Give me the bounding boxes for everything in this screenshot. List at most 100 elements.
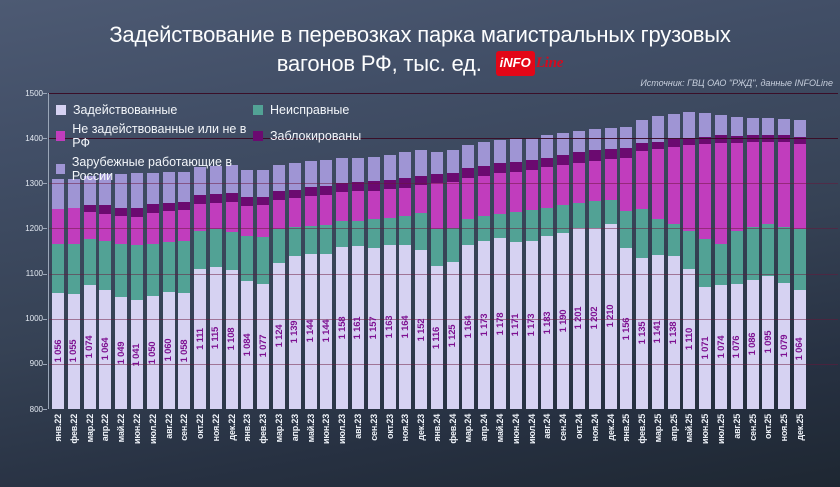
bar-segment-0 <box>241 280 254 409</box>
bar-segment-1 <box>336 221 349 248</box>
bar-segment-4 <box>525 137 538 160</box>
bar-segment-1 <box>399 216 412 245</box>
bar-value-label: 1 071 <box>699 336 711 360</box>
bar-segment-0 <box>667 256 680 409</box>
x-tick-label: июн.22 <box>131 414 142 444</box>
bar-value-label: 1 076 <box>731 335 743 359</box>
legend-swatch <box>253 131 263 141</box>
legend-item: Заблокированы <box>253 122 361 150</box>
bar-segment-2 <box>683 144 696 232</box>
y-tick-label: 1200 <box>25 223 43 233</box>
x-tick-label: дек.22 <box>226 414 237 441</box>
bar-value-label: 1 161 <box>352 316 364 339</box>
bar-segment-3 <box>446 173 459 183</box>
gridline <box>47 228 838 230</box>
bar-segment-4 <box>683 112 696 138</box>
bar-segment-4 <box>320 159 333 187</box>
bar-value-label: 1 077 <box>257 335 269 358</box>
bar-segment-1 <box>793 229 806 290</box>
x-tick-label: июл.24 <box>526 414 537 445</box>
bar-segment-0 <box>746 279 759 409</box>
bar-segment-3 <box>478 165 491 176</box>
bar-segment-1 <box>651 219 664 256</box>
bar-segment-1 <box>494 213 507 239</box>
bar-segment-1 <box>194 231 207 269</box>
legend-item: Зарубежные работающие в России <box>56 155 253 183</box>
y-tick-mark <box>43 273 47 275</box>
bar-segment-2 <box>194 204 207 232</box>
legend-swatch <box>56 164 65 174</box>
bar-segment-0 <box>699 286 712 409</box>
bar-segment-0 <box>67 293 80 409</box>
bar-segment-2 <box>699 144 712 240</box>
bar-value-label: 1 158 <box>336 316 348 340</box>
bar-segment-4 <box>636 120 649 143</box>
bar-segment-2 <box>241 206 254 237</box>
legend-label: Неисправные <box>270 103 350 117</box>
bar-segment-3 <box>604 148 617 160</box>
bar-segment-3 <box>509 161 522 172</box>
bar-segment-3 <box>399 178 412 188</box>
bar-segment-2 <box>162 211 175 243</box>
x-tick-label: июн.25 <box>700 414 711 444</box>
gridline <box>47 363 838 365</box>
bar-segment-3 <box>572 152 585 163</box>
bar-segment-0 <box>778 283 791 409</box>
bar-segment-0 <box>525 240 538 409</box>
bar-segment-3 <box>178 202 191 211</box>
bar-segment-1 <box>288 227 301 256</box>
bar-segment-2 <box>130 217 143 246</box>
y-tick-label: 900 <box>29 359 43 369</box>
bar-segment-4 <box>399 152 412 179</box>
x-tick-label: янв.24 <box>431 414 442 442</box>
bar-value-label: 1 086 <box>747 333 759 356</box>
bar-segment-0 <box>194 268 207 409</box>
x-tick-label: июл.23 <box>337 414 348 445</box>
bar-segment-4 <box>99 173 112 206</box>
bar-segment-2 <box>446 182 459 228</box>
bar-value-label: 1 056 <box>52 339 64 363</box>
bar-segment-0 <box>651 255 664 409</box>
bar-segment-1 <box>99 241 112 290</box>
bar-segment-4 <box>730 116 743 136</box>
bar-segment-3 <box>620 147 633 158</box>
chart-title: Задействование в перевозках парка магист… <box>0 20 840 78</box>
bar-segment-0 <box>336 247 349 409</box>
bar-segment-3 <box>209 194 222 203</box>
bar-segment-1 <box>683 231 696 270</box>
bar-segment-4 <box>162 172 175 203</box>
bar-segment-4 <box>225 164 238 194</box>
bar-segment-0 <box>162 291 175 409</box>
bar-segment-0 <box>115 296 128 409</box>
bar-value-label: 1 156 <box>620 317 632 341</box>
bar-segment-4 <box>115 173 128 208</box>
bar-segment-4 <box>130 172 143 209</box>
bar-segment-1 <box>746 227 759 280</box>
title-line-1: Задействование в перевозках парка магист… <box>109 22 731 47</box>
bar-segment-0 <box>730 284 743 409</box>
bar-segment-2 <box>494 172 507 214</box>
bar-value-label: 1 058 <box>178 339 190 363</box>
bar-segment-3 <box>351 182 364 192</box>
bar-segment-3 <box>304 187 317 196</box>
infoline-logo-box: iNFO <box>495 51 535 76</box>
legend-label: Не задействованные или не в РФ <box>72 122 247 150</box>
bar-segment-4 <box>478 142 491 166</box>
bar-segment-2 <box>99 213 112 242</box>
bar-segment-4 <box>336 158 349 183</box>
bar-segment-4 <box>304 160 317 188</box>
bar-segment-1 <box>699 239 712 287</box>
bar-segment-0 <box>572 227 585 409</box>
bar-segment-2 <box>83 212 96 240</box>
bar-segment-2 <box>273 199 286 230</box>
bar-value-label: 1 055 <box>68 340 80 363</box>
bar-segment-2 <box>288 198 301 228</box>
y-tick-label: 1100 <box>25 269 43 279</box>
bar-segment-3 <box>162 202 175 212</box>
bar-segment-2 <box>257 204 270 238</box>
bar-value-label: 1 110 <box>683 327 695 351</box>
x-tick-label: окт.24 <box>573 414 584 439</box>
bar-segment-0 <box>494 238 507 409</box>
bar-segment-1 <box>541 207 554 237</box>
